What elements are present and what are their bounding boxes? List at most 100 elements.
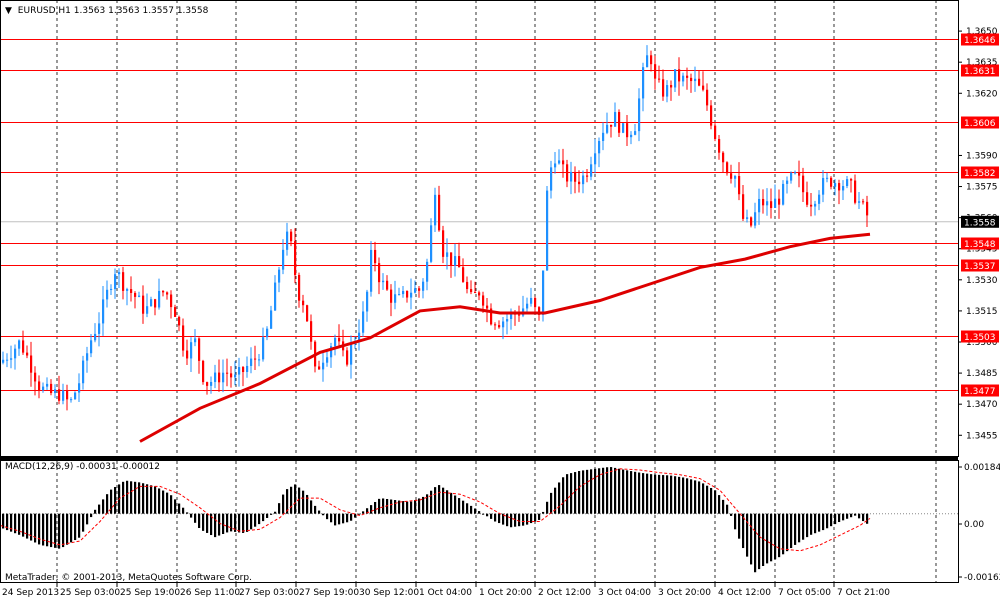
- time-axis[interactable]: 24 Sep 2013 25 Sep 03:00 25 Sep 19:00 26 Se…: [2, 583, 890, 598]
- candle-body: [454, 256, 457, 266]
- candle: [398, 287, 401, 296]
- horizontal-levels[interactable]: [0, 39, 958, 391]
- candle-body: [206, 382, 209, 386]
- level-label-bg: [961, 259, 999, 272]
- macd-bar: [170, 495, 173, 514]
- candle-body: [658, 78, 661, 80]
- macd-bar: [430, 490, 433, 514]
- candle-body: [762, 198, 765, 206]
- macd-bar: [298, 487, 301, 514]
- candle-body: [750, 217, 753, 226]
- candle-body: [482, 295, 485, 306]
- macd-bar: [74, 513, 77, 541]
- candle-body: [818, 194, 821, 204]
- macd-bar: [242, 513, 245, 533]
- candle: [102, 285, 105, 336]
- candle-body: [414, 288, 417, 293]
- candle: [566, 159, 569, 188]
- candle: [338, 324, 341, 347]
- candle: [786, 176, 789, 194]
- candle-body: [654, 64, 657, 79]
- macd-bar: [218, 513, 221, 536]
- macd-bar: [706, 485, 709, 514]
- candle: [66, 384, 69, 411]
- macd-bar: [810, 513, 813, 535]
- macd-bar: [342, 513, 345, 524]
- candle: [546, 185, 549, 271]
- copyright-text: MetaTrader, © 2001-2013, MetaQuotes Soft…: [5, 573, 252, 583]
- macd-bar: [6, 513, 9, 531]
- symbol-menu-arrow-icon[interactable]: ▼: [5, 6, 12, 16]
- price-tick-label: 1.3650: [966, 27, 998, 37]
- candle-body: [638, 98, 641, 132]
- macd-histogram: [2, 467, 869, 573]
- macd-bar: [782, 513, 785, 555]
- candle: [222, 359, 225, 393]
- macd-bar: [10, 513, 13, 532]
- macd-bar: [454, 495, 457, 514]
- candle: [326, 349, 329, 367]
- candle: [178, 315, 181, 332]
- candle: [218, 359, 221, 392]
- candle: [478, 290, 481, 301]
- candle: [450, 252, 453, 278]
- macd-bar: [90, 513, 93, 518]
- macd-bar: [662, 475, 665, 514]
- macd-bar: [490, 513, 493, 519]
- candle: [574, 166, 577, 194]
- macd-bar: [150, 485, 153, 514]
- candle-body: [54, 389, 57, 394]
- candle-body: [330, 346, 333, 358]
- candle-body: [690, 77, 693, 82]
- macd-bar: [338, 513, 341, 525]
- candle: [318, 360, 321, 370]
- candle-body: [442, 230, 445, 257]
- macd-bar: [562, 477, 565, 514]
- candle: [226, 358, 229, 387]
- candle: [626, 114, 629, 147]
- candle-body: [278, 269, 281, 283]
- candle: [738, 162, 741, 201]
- macd-bar: [474, 508, 477, 514]
- macd-bar: [466, 503, 469, 514]
- candle-body: [214, 372, 217, 382]
- pane-separator[interactable]: [0, 457, 958, 460]
- candle-body: [866, 201, 869, 216]
- macd-bar: [566, 474, 569, 514]
- candle-body: [434, 194, 437, 226]
- macd-bar: [674, 476, 677, 514]
- candle: [426, 258, 429, 291]
- candle: [794, 170, 797, 175]
- candle-body: [486, 305, 489, 309]
- candle-body: [446, 252, 449, 257]
- candle-body: [390, 289, 393, 303]
- candle-body: [630, 134, 633, 138]
- candle-body: [326, 357, 329, 363]
- level-label-bg: [961, 64, 999, 77]
- candle: [270, 305, 273, 330]
- candle: [438, 185, 441, 232]
- candle-body: [30, 355, 33, 373]
- candle: [198, 337, 201, 374]
- macd-bar: [574, 472, 577, 514]
- candle: [734, 174, 737, 188]
- macd-bar: [186, 512, 189, 514]
- candle: [814, 200, 817, 216]
- candle-body: [782, 183, 785, 205]
- level-label-bg: [961, 166, 999, 179]
- macd-pane[interactable]: MACD(12,26,9) -0.00031 -0.00012 MetaTrad…: [0, 461, 958, 583]
- candle: [578, 170, 581, 193]
- candle-body: [702, 85, 705, 90]
- candle: [418, 286, 421, 298]
- macd-bar: [154, 486, 157, 514]
- candle: [186, 339, 189, 365]
- candle: [690, 73, 693, 93]
- macd-bar: [630, 471, 633, 514]
- price-pane[interactable]: ▼ EURUSD,H1 1.3563 1.3563 1.3557 1.3558: [0, 0, 958, 456]
- candle-body: [74, 392, 77, 400]
- candle: [430, 218, 433, 264]
- time-label: 3 Oct 04:00: [598, 588, 651, 598]
- candle: [610, 124, 613, 138]
- candle-body: [498, 325, 501, 328]
